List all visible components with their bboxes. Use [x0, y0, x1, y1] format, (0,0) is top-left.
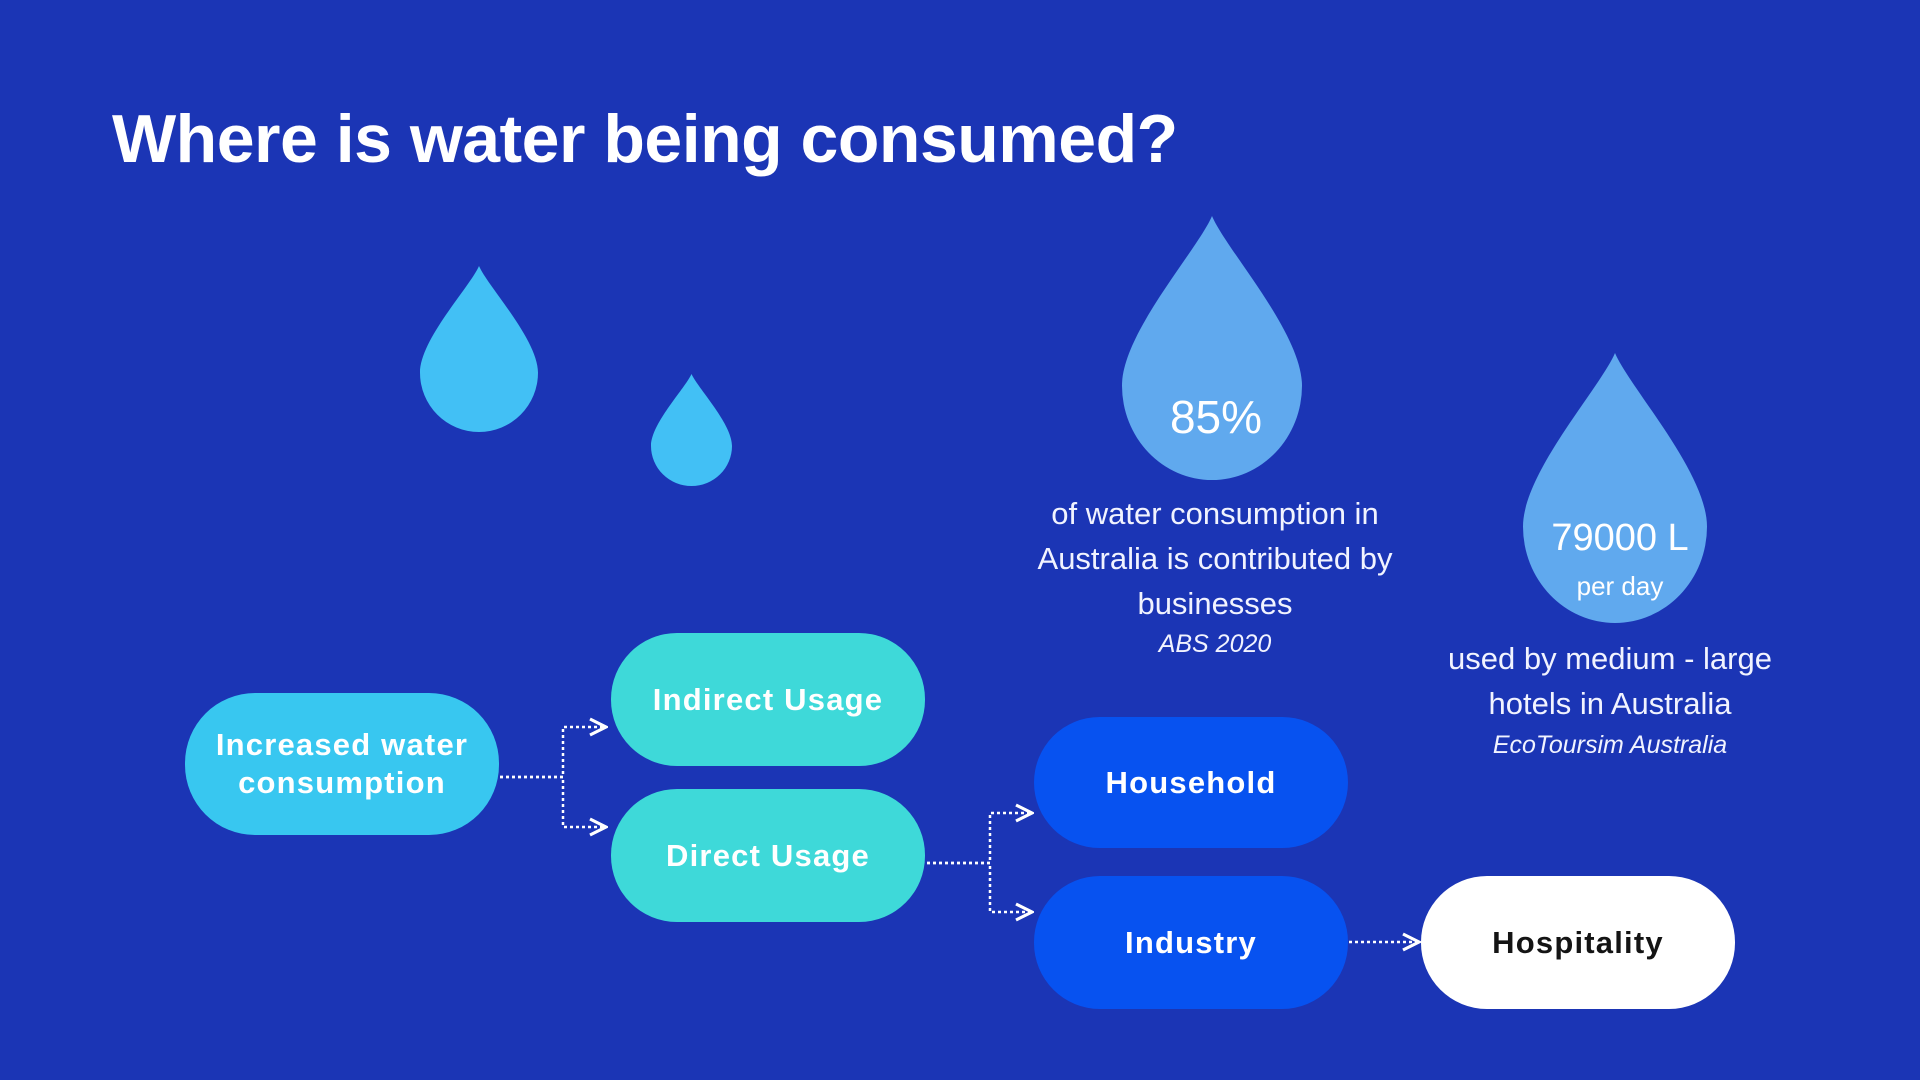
stat-value-percent: 85% [1169, 391, 1263, 443]
stat-caption-hotels: used by medium - large hotels in Austral… [1448, 641, 1772, 721]
page-title: Where is water being consumed? [112, 101, 1178, 177]
connector-increased-to-indirect [500, 727, 606, 779]
water-drop-icon [420, 266, 538, 432]
water-drop-icon-small [651, 374, 732, 486]
stat-drop-icon [1122, 216, 1302, 480]
connector-increased-to-direct [500, 775, 606, 827]
node-direct-usage: Direct Usage [611, 789, 925, 922]
node-increased-water-consumption: Increased water consumption [185, 693, 499, 835]
node-indirect-usage: Indirect Usage [611, 633, 925, 766]
stat-drop-icon [1523, 353, 1707, 623]
node-industry: Industry [1034, 876, 1348, 1009]
stat-value-liters: 79000 L [1551, 517, 1689, 559]
node-household: Household [1034, 717, 1348, 848]
stat-source-ecotourism: EcoToursim Australia [1492, 731, 1728, 759]
connector-direct-to-industry [927, 861, 1032, 912]
stat-source-abs: ABS 2020 [1158, 630, 1272, 658]
connector-direct-to-household [927, 813, 1032, 865]
stat-caption-businesses: of water consumption in Australia is con… [1037, 496, 1393, 621]
stat-unit-per-day: per day [1576, 571, 1664, 601]
node-hospitality: Hospitality [1421, 876, 1735, 1009]
